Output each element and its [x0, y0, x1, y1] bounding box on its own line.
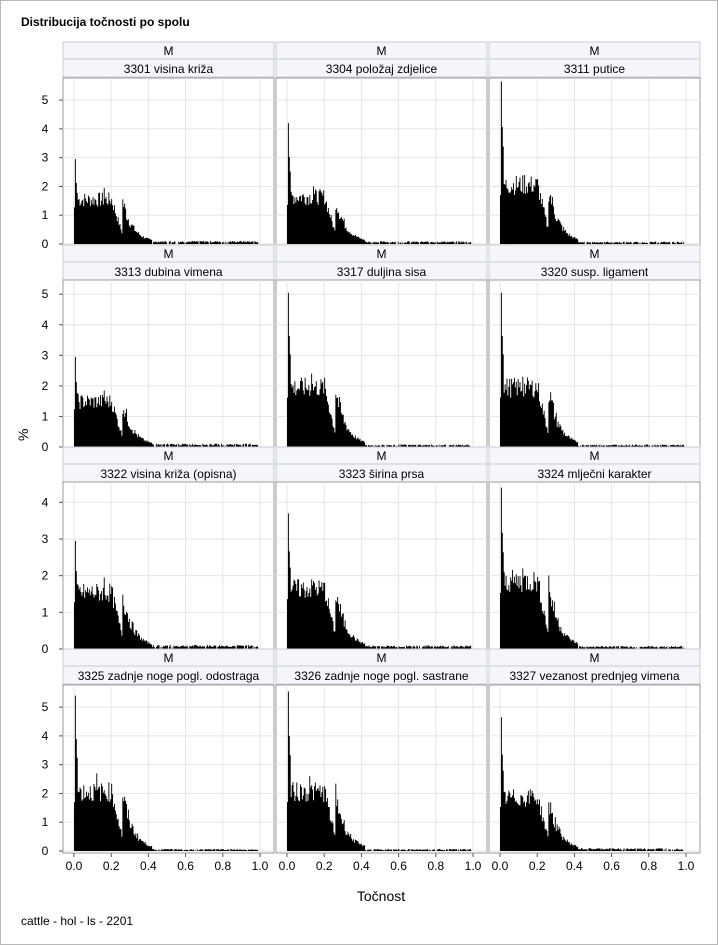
y-tick-label: 0 — [42, 844, 49, 858]
histogram-bars — [500, 81, 685, 244]
x-tick-label: 0.6 — [603, 859, 620, 873]
y-tick-label: 2 — [42, 179, 49, 193]
y-tick-label: 4 — [42, 495, 49, 509]
trait-header-label: 3313 dubina vimena — [114, 265, 222, 279]
histogram-bars — [500, 487, 685, 649]
histogram-bars — [500, 717, 684, 851]
y-tick-label: 2 — [42, 569, 49, 583]
y-tick-label: 4 — [42, 318, 49, 332]
group-header-label: M — [164, 651, 174, 665]
y-tick-label: 5 — [42, 287, 49, 301]
x-tick-label: 0.4 — [140, 859, 157, 873]
trait-header-strip — [62, 58, 275, 78]
x-tick-label: 0.0 — [66, 859, 83, 873]
y-tick-label: 5 — [42, 700, 49, 714]
group-header-label: M — [590, 449, 600, 463]
x-tick-label: 0.6 — [390, 859, 407, 873]
histogram-bars — [74, 695, 259, 851]
trait-header-label: 3325 zadnje noge pogl. odostraga — [78, 669, 260, 683]
y-tick-label: 1 — [42, 208, 49, 222]
group-header-label: M — [164, 247, 174, 261]
x-tick-label: 0.6 — [177, 859, 194, 873]
x-axis-label: Točnost — [356, 888, 406, 904]
y-axis-label: % — [15, 428, 31, 441]
trait-header-strip — [488, 665, 701, 685]
group-header-label: M — [377, 44, 387, 58]
y-tick-label: 3 — [42, 348, 49, 362]
group-header-label: M — [590, 247, 600, 261]
trait-header-label: 3322 visina križa (opisna) — [100, 467, 236, 481]
group-header-label: M — [164, 449, 174, 463]
trait-header-label: 3317 duljina sisa — [337, 265, 427, 279]
trait-header-label: 3323 širina prsa — [339, 467, 425, 481]
y-tick-label: 3 — [42, 151, 49, 165]
histogram-bars — [74, 356, 259, 447]
histogram-bars — [287, 691, 472, 851]
group-header-label: M — [377, 449, 387, 463]
y-tick-label: 2 — [42, 786, 49, 800]
y-tick-label: 4 — [42, 729, 49, 743]
trait-header-label: 3311 putice — [564, 62, 625, 76]
trait-header-strip — [62, 665, 275, 685]
y-tick-label: 0 — [42, 440, 49, 454]
trait-header-label: 3304 položaj zdjelice — [326, 62, 438, 76]
group-header-label: M — [590, 44, 600, 58]
x-tick-label: 0.0 — [279, 859, 296, 873]
y-tick-label: 1 — [42, 815, 49, 829]
y-tick-label: 0 — [42, 642, 49, 656]
group-header-label: M — [377, 651, 387, 665]
y-tick-label: 3 — [42, 758, 49, 772]
chart-title: Distribucija točnosti po spolu — [21, 15, 190, 29]
x-tick-label: 0.2 — [103, 859, 120, 873]
histogram-bars — [74, 540, 259, 649]
y-tick-label: 0 — [42, 237, 49, 251]
trait-header-strip — [275, 58, 488, 78]
trait-header-strip — [275, 665, 488, 685]
group-header-label: M — [590, 651, 600, 665]
x-tick-label: 1.0 — [465, 859, 482, 873]
histogram-bars — [287, 123, 472, 244]
histogram-bars — [287, 513, 472, 649]
y-tick-label: 1 — [42, 605, 49, 619]
group-header-label: M — [377, 247, 387, 261]
y-tick-label: 4 — [42, 122, 49, 136]
x-tick-label: 0.4 — [353, 859, 370, 873]
trait-header-label: 3320 susp. ligament — [541, 265, 649, 279]
x-tick-label: 0.2 — [316, 859, 333, 873]
footnote: cattle - hol - ls - 2201 — [21, 914, 134, 928]
trait-header-label: 3327 vezanost prednjeg vimena — [509, 669, 679, 683]
x-tick-label: 0.8 — [640, 859, 657, 873]
y-tick-label: 3 — [42, 532, 49, 546]
x-tick-label: 0.0 — [492, 859, 509, 873]
x-tick-label: 0.2 — [529, 859, 546, 873]
x-tick-label: 0.8 — [427, 859, 444, 873]
y-tick-label: 5 — [42, 93, 49, 107]
trait-header-label: 3301 visina križa — [124, 62, 214, 76]
histogram-bars — [74, 159, 259, 244]
x-tick-label: 1.0 — [678, 859, 695, 873]
trait-header-strip — [488, 58, 701, 78]
y-tick-label: 2 — [42, 379, 49, 393]
x-tick-label: 1.0 — [252, 859, 269, 873]
group-header-label: M — [164, 44, 174, 58]
trait-header-label: 3324 mlječni karakter — [537, 467, 651, 481]
histogram-bars — [500, 292, 685, 447]
histogram-bars — [287, 292, 471, 447]
x-tick-label: 0.4 — [566, 859, 583, 873]
x-tick-label: 0.8 — [214, 859, 231, 873]
y-tick-label: 1 — [42, 409, 49, 423]
trait-header-label: 3326 zadnje noge pogl. sastrane — [294, 669, 468, 683]
